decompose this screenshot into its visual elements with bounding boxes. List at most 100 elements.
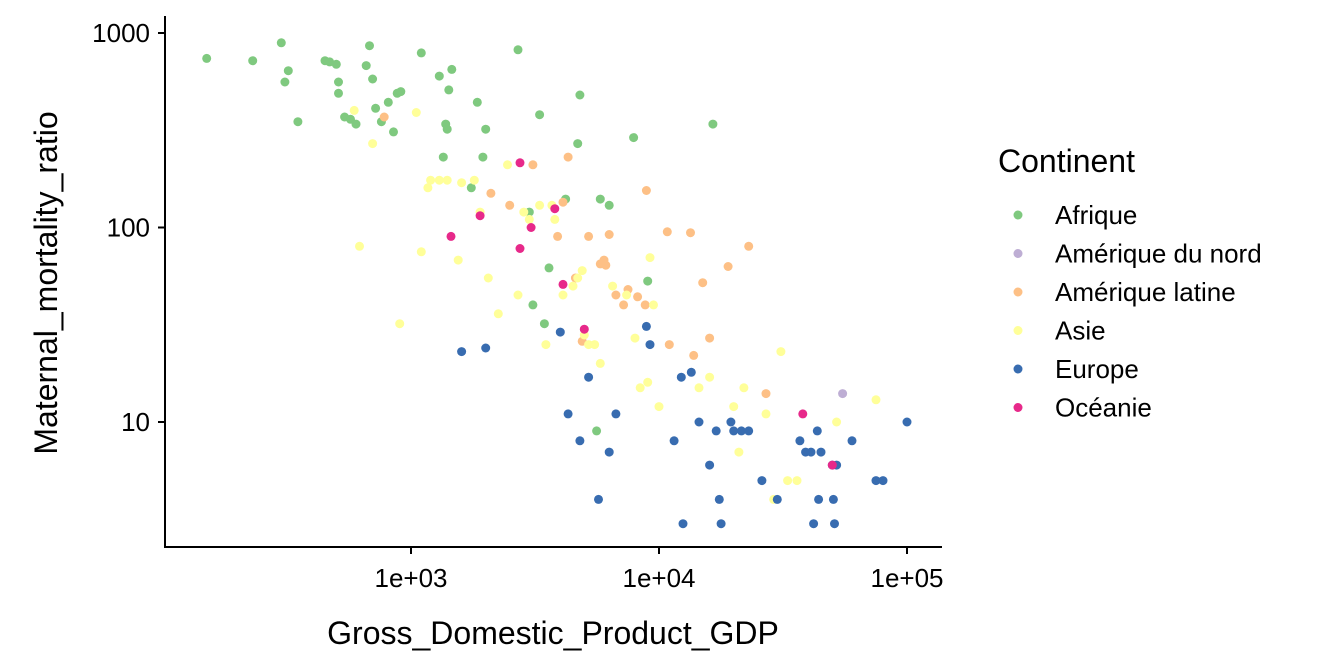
data-point <box>686 228 695 238</box>
data-point <box>664 340 674 350</box>
data-point <box>734 447 744 457</box>
data-point <box>772 494 782 504</box>
data-point <box>611 409 621 419</box>
data-point <box>590 340 600 350</box>
data-point <box>365 41 374 51</box>
data-point <box>729 402 739 412</box>
legend-item: Océanie <box>1013 393 1152 423</box>
data-point <box>481 343 491 353</box>
data-point <box>847 436 857 446</box>
data-point <box>783 476 793 486</box>
data-point <box>595 194 605 204</box>
data-point <box>694 383 704 393</box>
data-point <box>611 290 621 300</box>
data-point <box>577 266 587 276</box>
data-point <box>442 124 452 134</box>
data-point <box>368 74 378 84</box>
data-point <box>641 186 651 195</box>
data-point <box>640 300 650 310</box>
data-point <box>584 372 594 382</box>
data-point <box>368 139 378 149</box>
data-point <box>416 247 426 257</box>
legend-item: Europe <box>1013 354 1139 384</box>
data-point <box>902 417 912 427</box>
data-point <box>535 200 545 210</box>
legend-title: Continent <box>998 143 1135 179</box>
data-point <box>438 152 448 162</box>
data-point <box>795 436 805 446</box>
legend-item: Afrique <box>1013 200 1137 230</box>
series-1 <box>838 389 848 399</box>
data-point <box>816 447 826 457</box>
data-point <box>513 290 523 300</box>
data-point <box>563 409 573 419</box>
data-point <box>776 347 786 357</box>
data-point <box>643 377 653 387</box>
data-point <box>472 97 482 107</box>
data-point <box>481 124 491 134</box>
data-point <box>726 417 736 427</box>
data-point <box>383 97 393 107</box>
data-point <box>423 183 433 193</box>
data-point <box>469 175 479 185</box>
series-4 <box>457 321 912 529</box>
data-point <box>457 347 467 357</box>
data-point <box>389 127 398 137</box>
data-point <box>447 64 457 74</box>
legend-swatch <box>1013 403 1023 412</box>
data-point <box>705 460 715 470</box>
data-point <box>744 426 754 436</box>
data-point <box>558 290 568 300</box>
data-point <box>528 160 538 170</box>
data-point <box>705 372 715 382</box>
data-point <box>553 231 563 241</box>
series-5 <box>446 158 837 470</box>
data-point <box>526 223 536 232</box>
data-point <box>248 56 258 66</box>
data-point <box>649 300 658 310</box>
data-point <box>444 85 454 95</box>
data-point <box>622 290 632 300</box>
data-point <box>573 139 583 149</box>
data-point <box>515 158 525 168</box>
data-point <box>792 476 802 486</box>
data-point <box>630 333 640 343</box>
x-axis-title: Gross_Domestic_Product_GDP <box>327 615 779 651</box>
data-point <box>594 494 603 504</box>
data-point <box>830 519 839 529</box>
series-0 <box>202 38 718 436</box>
data-point <box>544 263 554 273</box>
data-point <box>475 211 485 221</box>
data-point <box>698 278 708 288</box>
data-point <box>744 241 754 251</box>
data-point <box>694 417 704 427</box>
data-point <box>708 119 718 129</box>
data-point <box>434 71 444 81</box>
x-tick-label: 1e+03 <box>374 563 447 593</box>
data-point <box>739 383 749 393</box>
data-point <box>331 59 341 69</box>
data-point <box>705 333 715 343</box>
data-point <box>814 494 824 504</box>
data-point <box>334 88 343 98</box>
data-point <box>568 281 578 291</box>
data-point <box>355 241 364 251</box>
data-point <box>541 340 551 350</box>
data-point <box>608 281 618 291</box>
data-point <box>453 255 463 265</box>
data-point <box>563 152 573 162</box>
data-point <box>434 175 444 185</box>
data-point <box>645 340 655 350</box>
x-tick-label: 1e+05 <box>870 563 943 593</box>
data-point <box>379 112 389 122</box>
data-point <box>535 110 545 120</box>
data-point <box>371 103 381 113</box>
data-point <box>276 38 286 48</box>
legend-swatch <box>1013 210 1023 220</box>
data-point <box>283 66 293 76</box>
data-point <box>442 175 452 185</box>
legend-label: Europe <box>1055 354 1139 384</box>
data-point <box>349 105 359 115</box>
data-point <box>515 244 525 253</box>
